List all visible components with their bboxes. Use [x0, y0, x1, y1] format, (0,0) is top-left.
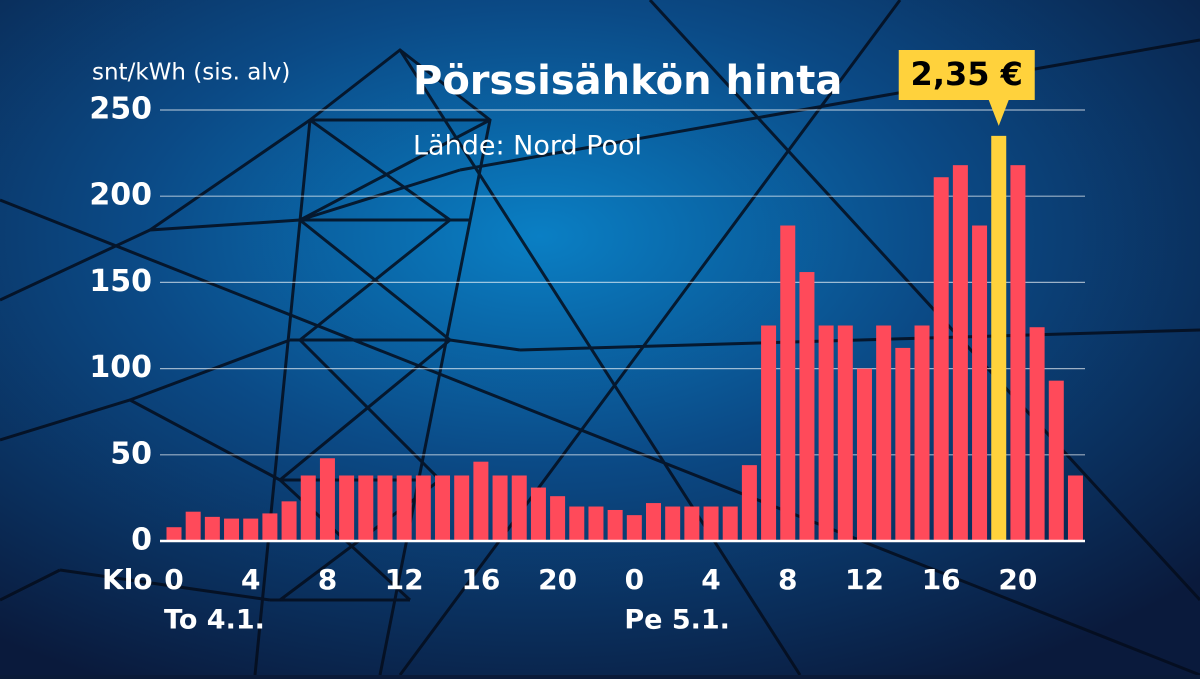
bar	[300, 475, 316, 541]
bar	[530, 487, 546, 541]
bar	[933, 177, 949, 541]
bar	[626, 515, 642, 541]
bar	[837, 325, 853, 541]
y-tick-label: 150	[89, 264, 152, 299]
bar	[224, 518, 240, 541]
bar	[319, 458, 335, 541]
x-tick-label: 12	[845, 563, 884, 596]
day-label: To 4.1.	[164, 605, 265, 636]
bar	[876, 325, 892, 541]
value-label: 2,35 €	[911, 55, 1023, 93]
bar	[895, 347, 911, 541]
bar	[492, 475, 508, 541]
bar	[358, 475, 374, 541]
x-tick-label: 4	[241, 563, 260, 596]
bar	[511, 475, 527, 541]
bar	[1048, 380, 1064, 541]
bar	[588, 506, 604, 541]
x-tick-label: 12	[385, 563, 424, 596]
bar	[991, 135, 1007, 542]
bar	[1010, 165, 1026, 541]
x-tick-label: 8	[318, 563, 337, 596]
bar	[435, 475, 451, 541]
x-tick-label: 16	[461, 563, 500, 596]
x-tick-label: 20	[998, 563, 1037, 596]
bar	[607, 509, 623, 541]
callout-box	[898, 50, 1035, 126]
bar	[856, 368, 872, 541]
x-prefix: Klo	[102, 563, 153, 596]
bar	[243, 518, 259, 541]
bar	[454, 475, 470, 541]
bar	[473, 461, 489, 541]
bar	[569, 506, 585, 541]
bar	[550, 496, 566, 541]
bar	[914, 325, 930, 541]
x-tick-label: 0	[625, 563, 644, 596]
bar	[377, 475, 393, 541]
bar	[185, 511, 201, 541]
y-tick-label: 250	[89, 92, 152, 127]
bar	[262, 513, 278, 541]
bar	[646, 503, 661, 541]
bar	[972, 225, 988, 541]
bar	[722, 506, 738, 541]
day-label: Pe 5.1.	[624, 605, 730, 636]
y-axis-label: snt/kWh (sis. alv)	[92, 60, 290, 86]
x-tick-label: 4	[701, 563, 720, 596]
bar	[761, 325, 777, 541]
chart-subtitle: Lähde: Nord Pool	[413, 131, 642, 162]
bar	[339, 475, 355, 541]
bar	[818, 325, 834, 541]
y-tick-label: 0	[131, 523, 152, 558]
x-tick-label: 20	[538, 563, 577, 596]
x-tick-label: 0	[164, 563, 183, 596]
bar	[415, 475, 431, 541]
x-tick-label: 16	[922, 563, 961, 596]
bar	[684, 506, 700, 541]
chart-title: Pörssisähkön hinta	[413, 58, 842, 104]
bar	[952, 165, 968, 541]
bar	[1029, 327, 1045, 541]
bar	[1067, 475, 1083, 541]
y-tick-label: 50	[110, 436, 152, 471]
bar	[780, 225, 796, 541]
bar	[703, 506, 719, 541]
bar	[204, 516, 220, 541]
bar	[741, 465, 757, 541]
y-tick-label: 200	[89, 178, 152, 213]
bar	[799, 272, 815, 541]
bar	[166, 527, 182, 541]
bar	[396, 475, 412, 541]
x-tick-label: 8	[778, 563, 797, 596]
bar	[281, 501, 297, 541]
y-tick-label: 100	[89, 350, 152, 385]
bar	[665, 506, 681, 541]
